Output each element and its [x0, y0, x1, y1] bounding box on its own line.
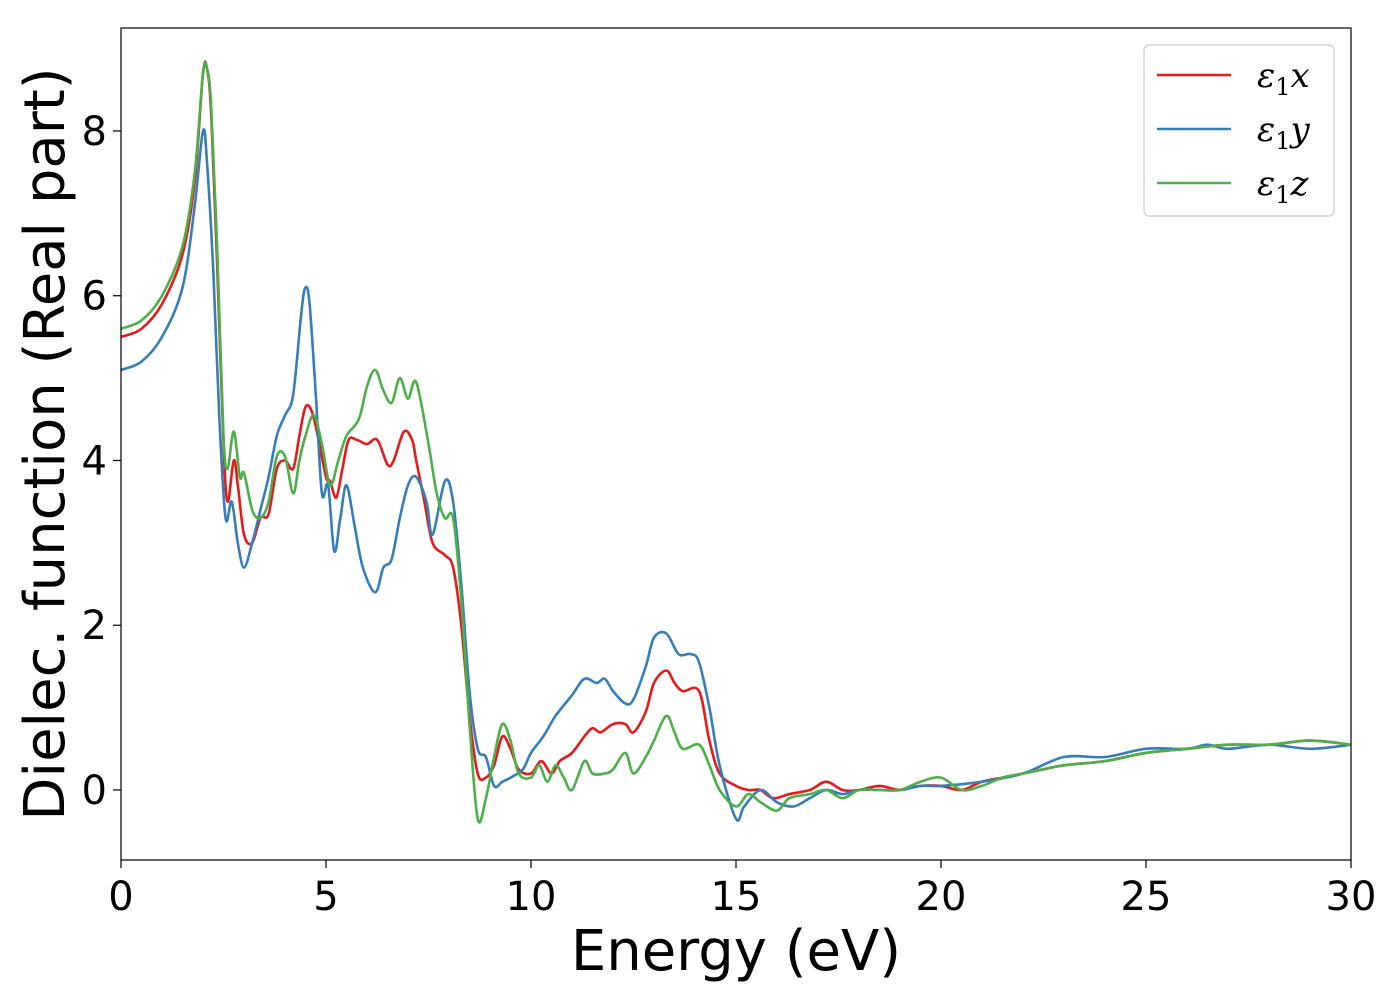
x-tick-label: 30	[1326, 874, 1377, 920]
legend: ε1x ε1y ε1z	[1143, 44, 1335, 217]
y-tick-label: 4	[82, 438, 107, 484]
series-layer	[121, 60, 1351, 824]
x-tick-label: 15	[711, 874, 762, 920]
x-axis-label: Energy (eV)	[571, 919, 901, 984]
legend-label: ε1x	[1257, 56, 1310, 101]
series-line-z	[121, 61, 1351, 824]
x-tick-label: 20	[916, 874, 967, 920]
y-tick-label: 0	[82, 768, 107, 814]
y-tick-label: 2	[82, 603, 107, 649]
y-axis-ticks: 0 2 4 6 8	[82, 109, 121, 814]
legend-label: ε1z	[1257, 164, 1310, 209]
x-axis-ticks: 0 5 10 15 20 25 30	[108, 860, 1376, 920]
legend-label: ε1y	[1257, 110, 1311, 155]
y-axis-label: Dielec. function (Real part)	[13, 67, 78, 820]
x-tick-label: 0	[108, 874, 133, 920]
y-tick-label: 8	[82, 109, 107, 155]
y-tick-label: 6	[82, 274, 107, 320]
legend-box	[1143, 44, 1335, 217]
x-tick-label: 25	[1121, 874, 1172, 920]
x-tick-label: 5	[313, 874, 338, 920]
x-tick-label: 10	[506, 874, 557, 920]
